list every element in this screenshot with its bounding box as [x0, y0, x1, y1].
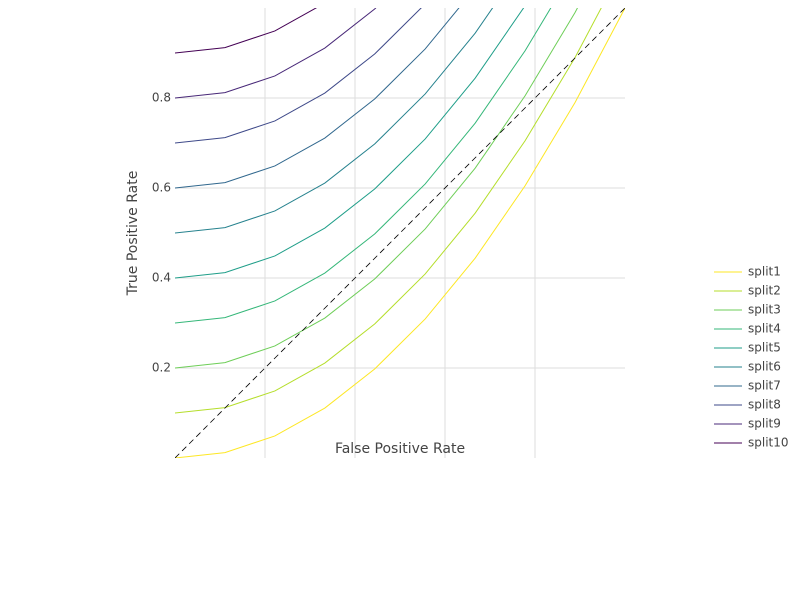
legend-label[interactable]: split3 — [748, 303, 781, 317]
legend-label[interactable]: split9 — [748, 417, 781, 431]
line-series — [175, 8, 494, 234]
line-series — [175, 8, 460, 189]
legend-label[interactable]: split10 — [748, 436, 789, 450]
line-series — [175, 8, 578, 369]
legend-label[interactable]: split5 — [748, 341, 781, 355]
legend-label[interactable]: split2 — [748, 284, 781, 298]
y-tick-label: 0.2 — [152, 361, 171, 375]
grid: 0.2 0.4 0.6 0.8 — [152, 8, 625, 458]
legend-label[interactable]: split6 — [748, 360, 781, 374]
y-tick-label: 0.6 — [152, 181, 171, 195]
legend: split1 split2 split3 split4 split5 split6 spli… — [714, 265, 789, 450]
line-series — [175, 8, 552, 324]
line-series — [175, 8, 422, 144]
line-series — [175, 8, 525, 279]
legend-label[interactable]: split1 — [748, 265, 781, 279]
plot-area — [175, 8, 625, 458]
line-series — [175, 8, 625, 458]
y-tick-label: 0.4 — [152, 271, 171, 285]
legend-label[interactable]: split4 — [748, 322, 781, 336]
y-tick-label: 0.8 — [152, 91, 171, 105]
line-series — [175, 8, 318, 54]
y-axis-title: True Positive Rate — [125, 171, 141, 297]
diagonal-line — [175, 8, 625, 458]
legend-label[interactable]: split7 — [748, 379, 781, 393]
line-series — [175, 8, 602, 414]
legend-label[interactable]: split8 — [748, 398, 781, 412]
line-series — [175, 8, 377, 99]
x-axis-title: False Positive Rate — [335, 441, 465, 457]
